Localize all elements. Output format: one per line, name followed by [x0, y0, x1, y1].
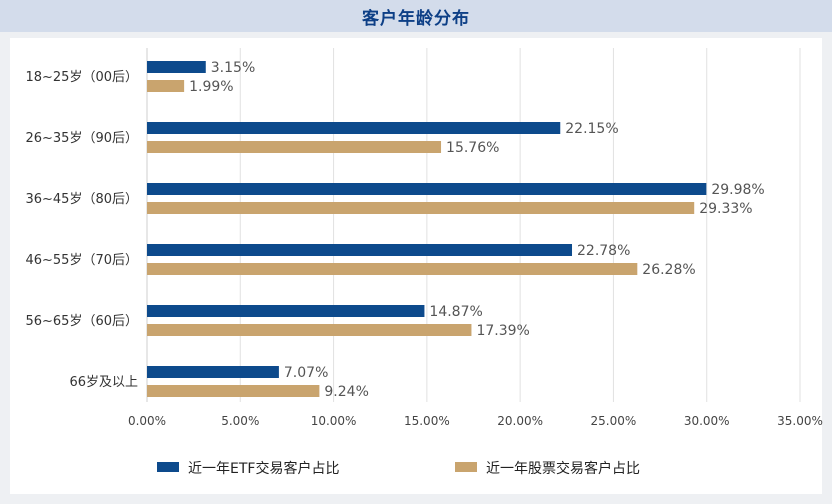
category-label: 46~55岁（70后） — [25, 253, 138, 268]
data-label: 29.98% — [711, 182, 764, 198]
data-label: 17.39% — [476, 323, 529, 339]
data-label: 26.28% — [642, 262, 695, 278]
bar — [147, 202, 695, 214]
bar — [147, 305, 425, 317]
data-label: 14.87% — [429, 304, 482, 320]
x-tick-label: 15.00% — [404, 414, 450, 428]
legend-label: 近一年股票交易客户占比 — [486, 460, 640, 477]
bar — [147, 385, 320, 397]
legend-swatch — [455, 462, 477, 472]
bar — [147, 122, 561, 134]
bar — [147, 61, 206, 73]
x-tick-label: 5.00% — [221, 414, 259, 428]
data-label: 7.07% — [284, 365, 328, 381]
data-label: 1.99% — [189, 79, 233, 95]
bar — [147, 183, 707, 195]
x-tick-label: 0.00% — [128, 414, 166, 428]
legend-swatch — [157, 462, 179, 472]
bar — [147, 366, 279, 378]
chart-title: 客户年龄分布 — [362, 8, 470, 29]
category-label: 56~65岁（60后） — [25, 314, 138, 329]
data-label: 3.15% — [211, 60, 255, 76]
bar — [147, 244, 573, 256]
data-label: 9.24% — [324, 384, 368, 400]
bar — [147, 141, 442, 153]
x-tick-label: 10.00% — [311, 414, 357, 428]
data-label: 22.78% — [577, 243, 630, 259]
x-tick-label: 30.00% — [684, 414, 730, 428]
category-label: 18~25岁（00后） — [25, 70, 138, 85]
x-tick-label: 35.00% — [777, 414, 823, 428]
category-label: 66岁及以上 — [69, 375, 138, 390]
x-tick-label: 25.00% — [591, 414, 637, 428]
bar — [147, 80, 185, 92]
category-label: 36~45岁（80后） — [25, 192, 138, 207]
legend-label: 近一年ETF交易客户占比 — [188, 460, 339, 477]
data-label: 15.76% — [446, 140, 499, 156]
data-label: 22.15% — [565, 121, 618, 137]
title-bar: 客户年龄分布 — [0, 0, 832, 32]
bar — [147, 263, 638, 275]
category-label: 26~35岁（90后） — [25, 131, 138, 146]
bar — [147, 324, 472, 336]
x-tick-label: 20.00% — [497, 414, 543, 428]
data-label: 29.33% — [699, 201, 752, 217]
